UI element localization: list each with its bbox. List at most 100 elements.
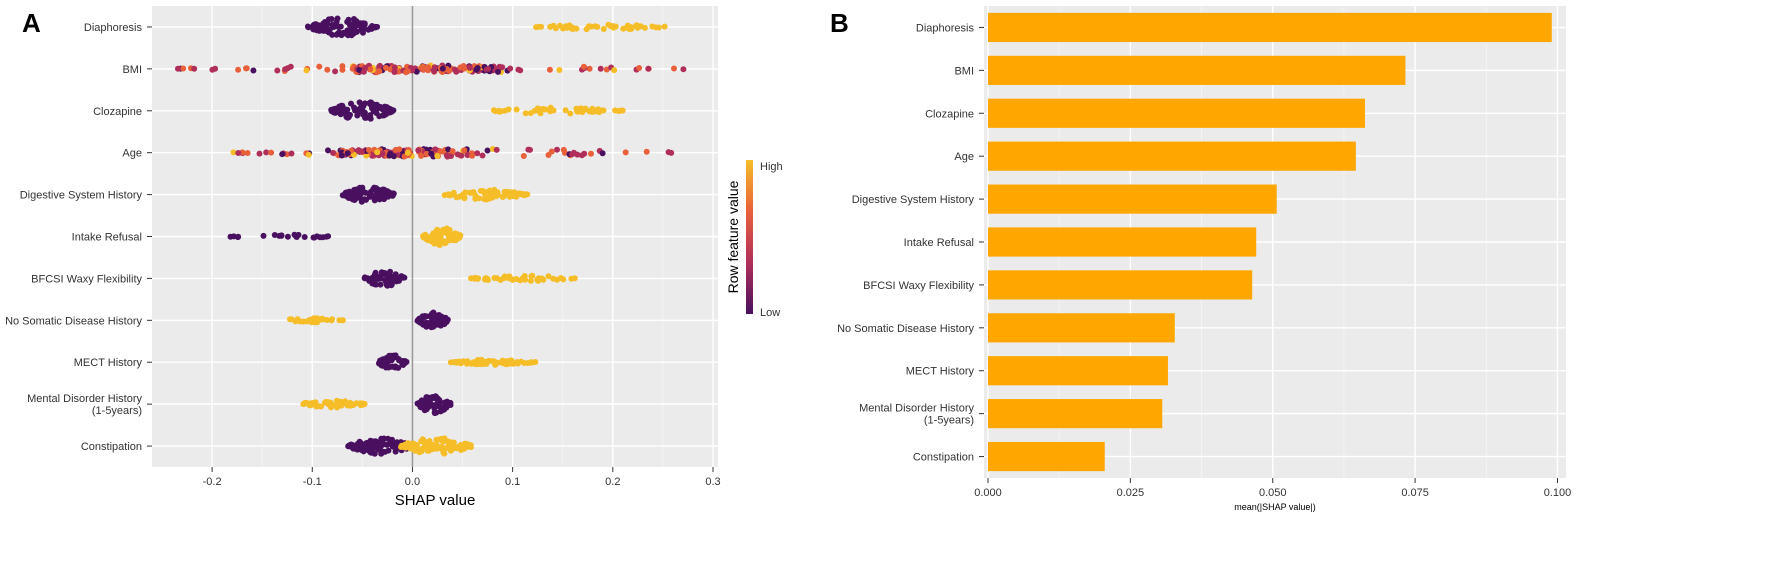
swarm-point: [403, 69, 410, 76]
swarm-point: [550, 275, 557, 282]
swarm-point: [477, 361, 484, 367]
swarm-point: [235, 66, 242, 73]
swarm-point: [387, 355, 394, 362]
swarm-point: [329, 31, 336, 38]
label-line: (1-5years): [924, 415, 974, 427]
swarm-point: [522, 191, 529, 198]
swarm-point: [417, 316, 424, 323]
swarm-point: [303, 67, 310, 74]
swarm-point: [284, 233, 291, 240]
swarm-point: [429, 446, 436, 453]
swarm-point: [511, 189, 518, 196]
swarm-point: [528, 273, 535, 280]
feature-label-a: Age: [122, 148, 142, 160]
swarm-point: [433, 445, 440, 452]
swarm-point: [447, 192, 454, 199]
swarm-point: [358, 148, 365, 155]
x-tick-label-b: 0.100: [1544, 487, 1572, 499]
swarm-point: [373, 101, 380, 108]
swarm-point: [418, 65, 425, 71]
bar: [987, 55, 1406, 85]
swarm-point: [315, 403, 322, 410]
swarm-point: [444, 398, 451, 405]
swarm-point: [505, 361, 511, 367]
swarm-point: [329, 21, 336, 28]
swarm-point: [495, 359, 501, 366]
swarm-point: [359, 400, 366, 407]
swarm-point: [379, 150, 386, 157]
swarm-point: [594, 23, 601, 30]
swarm-point: [376, 189, 383, 196]
swarm-point: [384, 274, 391, 281]
swarm-point: [624, 22, 631, 29]
swarm-point: [600, 26, 607, 32]
swarm-point: [260, 232, 267, 239]
swarm-point: [301, 234, 308, 240]
swarm-point: [274, 67, 281, 74]
swarm-point: [487, 189, 494, 196]
swarm-point: [482, 276, 489, 283]
swarm-point: [244, 150, 251, 156]
swarm-point: [346, 188, 353, 195]
swarm-point: [376, 113, 383, 120]
swarm-point: [509, 276, 516, 283]
feature-label-a: Digestive System History: [20, 190, 143, 202]
swarm-point: [445, 441, 452, 448]
swarm-point: [439, 438, 446, 445]
x-axis-title-a: SHAP value: [395, 492, 476, 509]
category-label-b: Age: [954, 151, 974, 163]
swarm-point: [368, 449, 375, 456]
label-line: Mental Disorder History: [859, 403, 974, 415]
swarm-point: [356, 99, 363, 106]
swarm-point: [432, 312, 439, 319]
swarm-point: [370, 108, 377, 115]
swarm-point: [191, 65, 198, 72]
swarm-point: [379, 438, 385, 445]
swarm-point: [428, 150, 435, 157]
swarm-point: [557, 275, 564, 281]
label-line: (1-5years): [92, 405, 142, 417]
feature-label-a: Constipation: [81, 441, 142, 453]
x-tick-label-a: -0.2: [203, 476, 222, 488]
swarm-point: [434, 153, 441, 159]
swarm-point: [376, 360, 382, 367]
swarm-point: [568, 25, 575, 32]
swarm-point: [366, 441, 372, 447]
swarm-point: [574, 108, 581, 115]
swarm-point: [434, 436, 441, 443]
swarm-point: [500, 193, 507, 200]
swarm-point: [568, 275, 575, 282]
swarm-point: [374, 149, 381, 156]
swarm-point: [451, 66, 458, 73]
swarm-point: [379, 271, 385, 278]
swarm-point: [527, 277, 534, 284]
swarm-point: [339, 66, 346, 73]
swarm-point: [314, 319, 321, 326]
swarm-point: [445, 227, 452, 234]
legend-colorbar: [746, 160, 753, 314]
swarm-point: [516, 190, 523, 197]
swarm-point: [620, 25, 627, 32]
swarm-point: [305, 151, 312, 158]
category-label-b: MECT History: [906, 366, 975, 378]
swarm-point: [595, 107, 602, 114]
swarm-point: [554, 146, 560, 153]
legend-title: Row feature value: [725, 180, 741, 293]
swarm-point: [376, 62, 383, 69]
swarm-point: [362, 275, 369, 282]
swarm-point: [610, 24, 617, 31]
swarm-point: [484, 147, 491, 154]
swarm-point: [420, 321, 427, 328]
swarm-point: [483, 358, 490, 365]
swarm-point: [409, 441, 416, 448]
swarm-point: [404, 440, 411, 447]
swarm-point: [307, 400, 314, 407]
swarm-point: [328, 16, 335, 22]
swarm-point: [469, 152, 476, 159]
swarm-point: [324, 66, 331, 73]
swarm-point: [441, 450, 448, 457]
swarm-point: [348, 100, 354, 107]
swarm-point: [540, 105, 546, 112]
swarm-point: [367, 66, 374, 73]
